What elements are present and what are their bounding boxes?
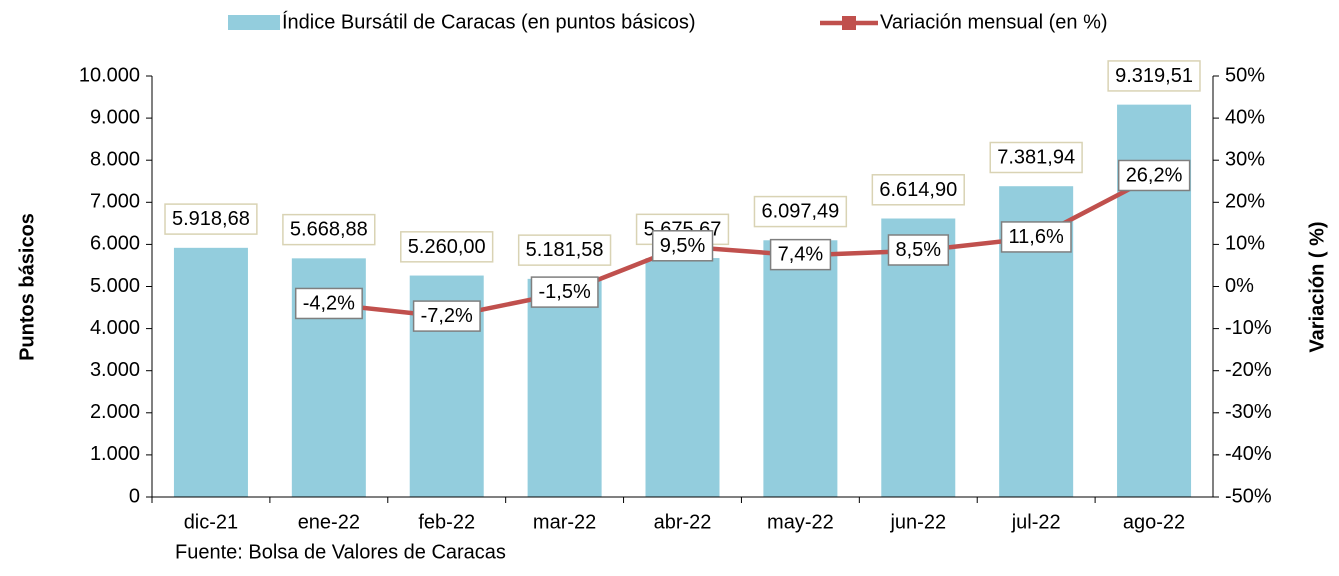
x-tick-label: may-22 xyxy=(767,511,834,533)
y-tick-label: 5.000 xyxy=(90,275,140,297)
line-value-label: 9,5% xyxy=(660,235,706,257)
y2-tick-label: 0% xyxy=(1225,275,1254,297)
y2-tick-label: -20% xyxy=(1225,359,1272,381)
y2-axis-title: Variación ( %) xyxy=(1306,221,1328,352)
line-value-label: 7,4% xyxy=(778,244,824,266)
x-tick-label: jul-22 xyxy=(1011,511,1061,533)
y-tick-label: 0 xyxy=(129,485,140,507)
line-label-box xyxy=(769,238,832,271)
bar-label-box xyxy=(989,141,1083,174)
bar xyxy=(173,247,248,497)
line-value-label: 11,6% xyxy=(1009,226,1064,248)
line-value-label: -7,2% xyxy=(421,305,473,327)
legend-swatch xyxy=(228,15,280,30)
y-tick-label: 2.000 xyxy=(90,401,140,423)
bar-label-box xyxy=(282,213,376,246)
legend-swatch xyxy=(842,16,856,30)
y-tick-label: 9.000 xyxy=(90,106,140,128)
line-label-box xyxy=(530,276,599,308)
line-value-label: 26,2% xyxy=(1126,164,1183,186)
bar-label-box xyxy=(400,231,494,263)
y-tick-label: 3.000 xyxy=(90,359,140,381)
line-value-label: 8,5% xyxy=(895,239,941,261)
bar-label-box xyxy=(753,195,848,228)
y2-tick-label: 40% xyxy=(1225,106,1265,128)
x-tick-label: mar-22 xyxy=(533,511,596,533)
y-tick-label: 6.000 xyxy=(90,233,140,255)
line-label-box xyxy=(651,230,714,262)
y2-tick-label: 20% xyxy=(1225,191,1265,213)
x-tick-label: feb-22 xyxy=(418,511,475,533)
line-value-label: -4,2% xyxy=(303,292,355,314)
source-note: Fuente: Bolsa de Valores de Caracas xyxy=(175,541,506,563)
bar-label-box xyxy=(1107,60,1201,92)
x-tick-label: abr-22 xyxy=(654,511,712,533)
y2-tick-label: -30% xyxy=(1225,401,1272,423)
y-tick-label: 8.000 xyxy=(90,148,140,170)
y2-tick-label: 10% xyxy=(1225,233,1265,255)
bar-value-label: 6.614,90 xyxy=(879,179,957,201)
y2-tick-label: -10% xyxy=(1225,317,1272,339)
y2-tick-label: -40% xyxy=(1225,443,1272,465)
bar xyxy=(763,240,838,498)
y-tick-label: 7.000 xyxy=(90,191,140,213)
line-label-box xyxy=(294,287,363,320)
line-value-label: -1,5% xyxy=(538,281,590,303)
y-axis-title: Puntos básicos xyxy=(16,213,38,361)
legend-label: Variación mensual (en %) xyxy=(880,11,1108,33)
bar-label-box xyxy=(871,174,965,206)
bar-label-box xyxy=(164,203,258,235)
line-label-box xyxy=(1117,159,1191,192)
line-label-box xyxy=(412,300,481,332)
bar xyxy=(527,278,602,497)
line-label-box xyxy=(1000,221,1072,253)
line-label-box xyxy=(887,234,950,266)
bar-value-label: 5.918,68 xyxy=(172,208,250,230)
y2-tick-label: 30% xyxy=(1225,148,1265,170)
y2-tick-label: 50% xyxy=(1225,64,1265,86)
bar-value-label: 9.319,51 xyxy=(1115,65,1193,87)
bar-value-label: 7.381,94 xyxy=(997,147,1075,169)
x-tick-label: dic-21 xyxy=(184,511,238,533)
y-tick-label: 1.000 xyxy=(90,443,140,465)
bar-value-label: 5.181,58 xyxy=(526,239,604,261)
x-tick-label: ene-22 xyxy=(298,511,360,533)
bar-value-label: 5.260,00 xyxy=(408,236,486,258)
bar-value-label: 5.668,88 xyxy=(290,219,368,241)
y2-tick-label: -50% xyxy=(1225,485,1272,507)
legend-label: Índice Bursátil de Caracas (en puntos bá… xyxy=(282,10,696,33)
y-tick-label: 10.000 xyxy=(79,64,140,86)
bar xyxy=(645,258,720,497)
x-tick-label: jun-22 xyxy=(889,511,946,533)
bar-value-label: 6.097,49 xyxy=(761,201,839,223)
bar-label-box xyxy=(517,234,612,266)
y-tick-label: 4.000 xyxy=(90,317,140,339)
x-tick-label: ago-22 xyxy=(1123,511,1185,533)
